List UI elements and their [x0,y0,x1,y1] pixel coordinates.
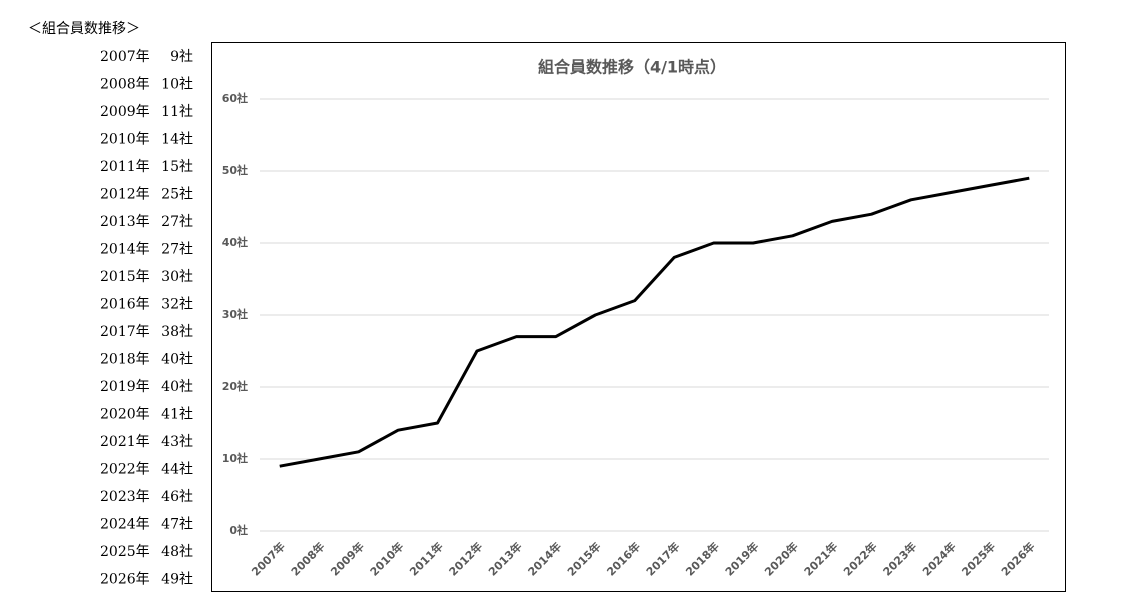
list-year: 2019年 [100,379,150,395]
list-count: 47社 [161,517,193,533]
list-year: 2024年 [100,517,150,533]
list-year: 2018年 [100,352,150,368]
list-count: 25社 [161,187,193,203]
y-tick-label: 10社 [222,451,248,465]
list-year: 2023年 [100,489,150,505]
list-year: 2013年 [100,214,150,230]
list-count: 15社 [161,159,193,175]
list-count: 38社 [161,324,193,340]
y-tick-label: 0社 [229,523,248,537]
heading: ＜組合員数推移＞ [28,21,140,37]
list-count: 32社 [161,297,193,313]
list-count: 14社 [161,132,193,148]
list-count: 48社 [161,544,193,560]
list-year: 2021年 [100,434,150,450]
list-count: 30社 [161,269,193,285]
list-count: 11社 [161,104,193,120]
list-count: 27社 [161,214,193,230]
data-line [279,176,1030,468]
list-year: 2016年 [100,297,150,313]
list-year: 2020年 [100,407,150,423]
list-year: 2009年 [100,104,150,120]
list-year: 2008年 [100,77,150,93]
y-tick-label: 40社 [222,235,248,249]
y-tick-label: 60社 [222,91,248,105]
list-count: 10社 [161,77,193,93]
list-count: 43社 [161,434,193,450]
list-count: 49社 [161,572,193,588]
list-year: 2025年 [100,544,150,560]
list-year: 2014年 [100,242,150,258]
list-count: 46社 [161,489,193,505]
list-count: 27社 [161,242,193,258]
y-tick-label: 30社 [222,307,248,321]
list-year: 2012年 [100,187,150,203]
list-year: 2022年 [100,462,150,478]
list-year: 2017年 [100,324,150,340]
list-year: 2011年 [100,159,150,175]
list-year: 2015年 [100,269,150,285]
list-count: 44社 [161,462,193,478]
chart-title: 組合員数推移（4/1時点） [538,58,726,77]
list-count: 40社 [161,352,193,368]
list-year: 2026年 [100,572,150,588]
y-tick-label: 50社 [222,163,248,177]
list-count: 41社 [161,407,193,423]
list-year: 2010年 [100,132,150,148]
list-count: 9社 [170,49,193,65]
list-count: 40社 [161,379,193,395]
y-tick-label: 20社 [222,379,248,393]
list-year: 2007年 [100,49,150,65]
chart-frame [211,42,1066,592]
